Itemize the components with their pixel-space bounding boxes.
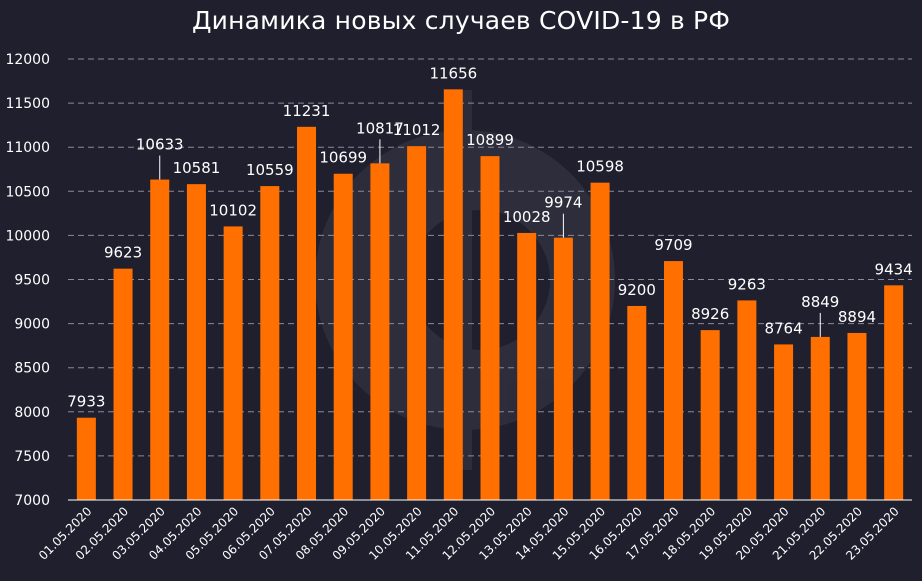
bar: [443, 89, 463, 501]
y-tick-label: 9000: [14, 317, 50, 333]
data-label: 10598: [576, 158, 624, 176]
data-label: 8894: [838, 308, 876, 326]
data-label: 9263: [728, 275, 766, 293]
data-labels: 7933 9623 10633 10581 10102 10559 11231 10699 10…: [67, 64, 912, 410]
bar: [700, 330, 720, 500]
data-label: 11656: [429, 64, 477, 82]
data-label: 9974: [544, 194, 582, 212]
data-label: 9434: [875, 260, 913, 278]
y-tick-label: 10500: [5, 184, 50, 200]
y-tick-label: 8500: [14, 361, 50, 377]
bar: [627, 305, 647, 500]
bar: [810, 336, 830, 500]
bar: [884, 285, 904, 500]
data-label: 10899: [466, 131, 514, 149]
y-tick-label: 9500: [14, 273, 50, 289]
y-tick-label: 11500: [5, 96, 50, 112]
data-label: 9623: [104, 244, 142, 262]
bar: [150, 179, 170, 500]
data-label: 11231: [283, 102, 331, 120]
bar: [663, 261, 683, 500]
y-tick-label: 10000: [5, 228, 50, 244]
data-label: 10581: [173, 159, 221, 177]
bar: [407, 146, 427, 500]
bar: [223, 226, 243, 500]
y-axis-ticks: 7000 7500 8000 8500 9000 9500 10000 10500 11000 1…: [5, 52, 50, 509]
data-label: 10102: [209, 201, 257, 219]
data-label: 10028: [503, 208, 551, 226]
y-tick-label: 11000: [5, 140, 50, 156]
bar: [297, 126, 317, 500]
bars: [76, 89, 904, 501]
bar: [370, 163, 390, 500]
y-tick-label: 7500: [14, 449, 50, 465]
data-label: 8926: [691, 305, 729, 323]
data-label: 9709: [654, 236, 692, 254]
bar: [590, 182, 610, 500]
data-label: 7933: [67, 393, 105, 411]
bar: [553, 237, 573, 500]
bar: [847, 332, 867, 500]
y-tick-label: 12000: [5, 52, 50, 68]
data-label: 10559: [246, 161, 294, 179]
y-tick-label: 7000: [14, 493, 50, 509]
data-label: 8764: [764, 319, 802, 337]
bar: [113, 268, 133, 500]
bar: [260, 186, 280, 501]
data-label: 11012: [393, 121, 441, 139]
bar: [774, 344, 794, 500]
y-tick-label: 8000: [14, 405, 50, 421]
bar: [737, 300, 757, 500]
data-label: 9200: [618, 281, 656, 299]
x-axis-ticks: 01.05.202002.05.202003.05.202004.05.2020…: [36, 504, 902, 562]
chart-title: Динамика новых случаев COVID-19 в РФ: [191, 6, 731, 35]
bar: [480, 156, 500, 500]
data-label: 10699: [319, 149, 367, 167]
bar: [186, 184, 206, 500]
bar: [333, 173, 353, 500]
data-label: 10817: [356, 119, 404, 137]
bar: [76, 417, 96, 500]
bar: [517, 232, 537, 500]
data-label: 8849: [801, 293, 839, 311]
data-label: 10633: [136, 136, 184, 154]
